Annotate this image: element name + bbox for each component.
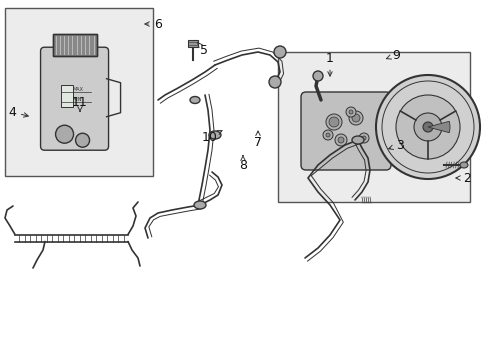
Circle shape (76, 133, 89, 147)
Text: 5: 5 (197, 42, 207, 57)
Circle shape (328, 117, 338, 127)
Ellipse shape (194, 201, 205, 209)
Circle shape (351, 114, 359, 122)
Text: 10: 10 (202, 131, 222, 144)
FancyBboxPatch shape (41, 47, 108, 150)
Text: 6: 6 (144, 18, 162, 31)
Circle shape (375, 75, 479, 179)
Circle shape (413, 113, 441, 141)
Ellipse shape (190, 96, 200, 104)
Circle shape (361, 136, 365, 140)
Text: 8: 8 (239, 156, 246, 171)
Text: 3: 3 (388, 139, 403, 152)
Text: 4: 4 (8, 105, 28, 118)
Circle shape (325, 133, 329, 137)
Circle shape (56, 125, 73, 143)
FancyBboxPatch shape (301, 92, 390, 170)
Text: MAX: MAX (72, 87, 83, 92)
Circle shape (395, 95, 459, 159)
Bar (61, 85, 72, 107)
FancyBboxPatch shape (187, 40, 198, 47)
Text: MIN: MIN (72, 97, 82, 102)
Ellipse shape (351, 136, 363, 144)
Bar (278, 52, 469, 202)
Circle shape (348, 110, 352, 114)
Bar (52, 34, 96, 56)
Bar (5, 8, 153, 176)
Circle shape (268, 76, 281, 88)
Circle shape (312, 71, 323, 81)
Wedge shape (427, 121, 449, 133)
Text: 1: 1 (325, 51, 333, 76)
Text: 9: 9 (386, 49, 399, 62)
Text: 11: 11 (72, 95, 88, 111)
Text: 7: 7 (253, 131, 262, 149)
Text: 2: 2 (455, 171, 470, 185)
Circle shape (273, 46, 285, 58)
Ellipse shape (459, 162, 467, 168)
Circle shape (337, 137, 343, 143)
Bar (52, 34, 96, 56)
Circle shape (325, 114, 341, 130)
Circle shape (348, 111, 362, 125)
Circle shape (422, 122, 432, 132)
Ellipse shape (208, 131, 221, 139)
Circle shape (346, 107, 355, 117)
Circle shape (334, 134, 346, 146)
Circle shape (358, 133, 368, 143)
Circle shape (323, 130, 332, 140)
